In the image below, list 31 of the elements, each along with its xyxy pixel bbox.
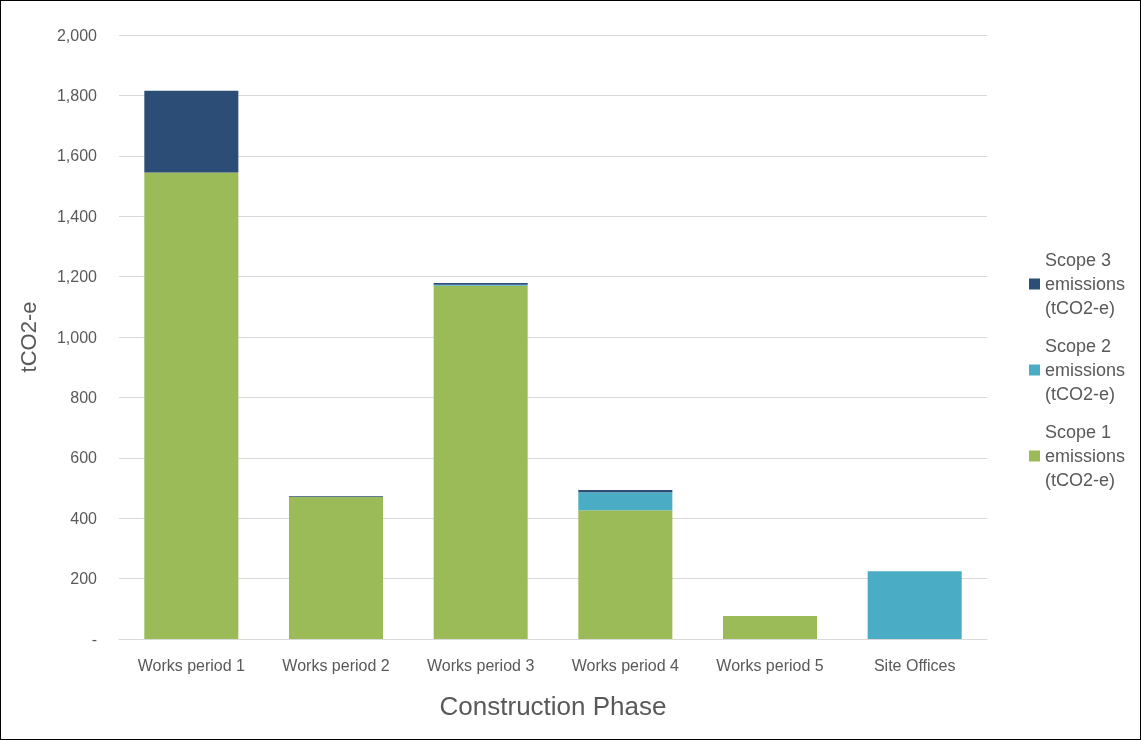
x-axis-title: Construction Phase (439, 691, 667, 721)
bar (578, 492, 673, 511)
bar (578, 510, 673, 639)
y-tick-label: - (91, 630, 97, 648)
x-tick-label: Works period 3 (427, 656, 535, 674)
y-tick-label: 1,600 (56, 147, 98, 165)
y-tick-label: 1,400 (56, 207, 98, 225)
bar (433, 285, 528, 639)
legend-label: Scope 1 emissions (tCO2-e) (1044, 422, 1126, 490)
y-tick-label: 800 (70, 388, 98, 406)
y-tick-label: 1,200 (56, 268, 98, 286)
y-tick-label: 600 (70, 449, 98, 467)
bar (288, 497, 384, 639)
x-tick-label: Works period 4 (571, 656, 680, 674)
bar (578, 490, 673, 493)
legend-label: Scope 3 emissions (tCO2-e) (1044, 250, 1126, 318)
bar (867, 571, 962, 639)
y-tick-label: 1,800 (56, 86, 98, 104)
y-axis-title: tCO2-e (15, 301, 41, 373)
y-tick-label: 400 (70, 509, 98, 527)
x-tick-label: Works period 5 (716, 656, 824, 674)
x-tick-label: Works period 2 (282, 656, 390, 674)
x-tick-label: Site Offices (873, 656, 956, 674)
bar (144, 90, 239, 173)
y-tick-label: 1,000 (56, 328, 98, 346)
y-tick-label: 200 (70, 570, 98, 588)
legend-label: Scope 2 emissions (tCO2-e) (1044, 336, 1126, 404)
x-tick-label: Works period 1 (137, 656, 246, 674)
y-tick-label: 2,000 (56, 26, 98, 44)
bar (144, 172, 239, 639)
bar (722, 616, 818, 639)
